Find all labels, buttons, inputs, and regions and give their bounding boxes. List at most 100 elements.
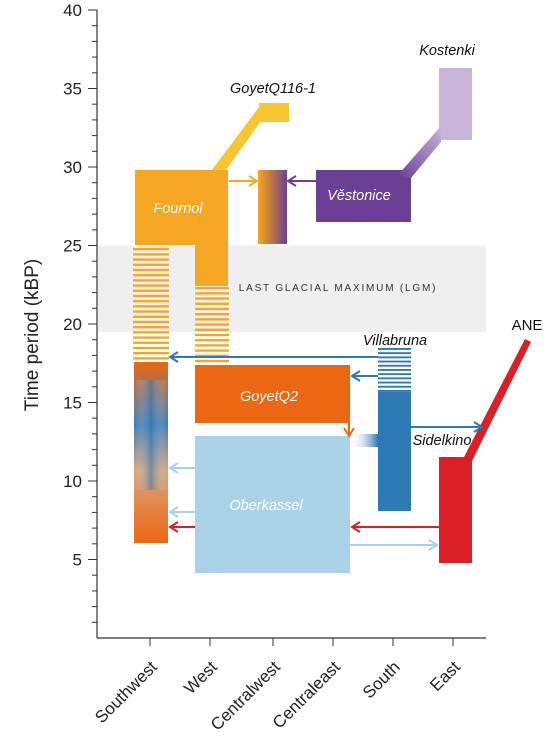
- stripe: [133, 336, 169, 339]
- kostenki-block: [439, 68, 472, 140]
- stripe: [133, 326, 169, 329]
- label-kostenki: Kostenki: [419, 43, 475, 59]
- stripe: [195, 302, 229, 305]
- stripe: [133, 331, 169, 334]
- stripe: [378, 356, 411, 359]
- vestonice-block: [316, 170, 411, 222]
- arrow-head: [343, 427, 355, 438]
- stripe: [195, 297, 229, 300]
- label-villabruna: Villabruna: [363, 333, 427, 349]
- population-shapes: [133, 68, 531, 573]
- stripe: [378, 348, 411, 350]
- y-tick-label: 10: [63, 472, 82, 491]
- arrow-oberkassel-to-southwest-2: [168, 506, 195, 518]
- stripe: [133, 341, 169, 344]
- lgm-label: LAST GLACIAL MAXIMUM (LGM): [239, 283, 438, 294]
- stripe: [195, 344, 229, 347]
- stripe: [195, 292, 229, 295]
- y-tick-label: 35: [63, 80, 82, 99]
- centralwest-admixed-block: [258, 170, 287, 244]
- southwest-stripes: [133, 248, 169, 360]
- transition-band: [350, 434, 378, 447]
- arrow-sidelkino-to-southwest: [168, 521, 195, 533]
- migration-arrows: [168, 175, 484, 551]
- west-stripes: [195, 287, 229, 363]
- kostenki-link: [398, 126, 441, 178]
- x-category-label: South: [359, 657, 404, 702]
- goyetq2-block: [195, 365, 350, 423]
- stripe: [133, 253, 169, 256]
- stripe: [195, 354, 229, 357]
- stripe: [133, 300, 169, 303]
- arrow-goyetq2-to-oberkassel: [343, 423, 355, 438]
- arrow-head: [168, 462, 179, 474]
- y-tick-label: 15: [63, 394, 82, 413]
- y-tick-label: 5: [73, 551, 82, 570]
- oberkassel-block: [195, 436, 350, 573]
- stripe: [133, 274, 169, 277]
- stripe: [195, 323, 229, 326]
- arrow-fournol-to-centralwest: [229, 175, 259, 187]
- stripe: [378, 360, 411, 363]
- stripe: [195, 318, 229, 321]
- stripe: [195, 328, 229, 331]
- stripe: [133, 305, 169, 308]
- stripe: [133, 294, 169, 298]
- stripe: [133, 263, 169, 266]
- stripe: [133, 315, 169, 318]
- stripe: [378, 364, 411, 367]
- stripe: [133, 352, 169, 355]
- x-category-label: Southwest: [91, 657, 161, 727]
- stripe: [133, 284, 169, 287]
- arrow-villabruna-to-goyetq2: [350, 370, 378, 382]
- stripe: [378, 385, 411, 388]
- label-goyetq2: GoyetQ2: [240, 389, 298, 405]
- arrow-head: [350, 521, 361, 533]
- stripe: [195, 359, 229, 363]
- stripe: [133, 248, 169, 251]
- x-category-label: West: [180, 657, 221, 698]
- y-tick-label: 20: [63, 315, 82, 334]
- arrow-head: [350, 370, 361, 382]
- y-tick-label: 40: [63, 1, 82, 20]
- fournol-block: [135, 170, 228, 286]
- arrow-oberkassel-to-east: [350, 539, 439, 551]
- stripe: [195, 339, 229, 342]
- stripe: [133, 289, 169, 292]
- label-oberkassel: Oberkassel: [229, 498, 303, 514]
- stripe: [195, 287, 229, 290]
- x-category-label: East: [426, 657, 464, 695]
- arrow-sidelkino-to-oberkassel: [350, 521, 439, 533]
- label-ane: ANE: [512, 317, 543, 334]
- label-fournol: Fournol: [153, 201, 203, 217]
- villabruna-stripes: [378, 348, 411, 392]
- arrow-villabruna-to-southwest: [168, 351, 378, 363]
- arrow-head: [168, 506, 179, 518]
- stripe: [195, 313, 229, 316]
- stripe: [195, 307, 229, 311]
- villabruna-block: [378, 392, 411, 511]
- arrow-head: [168, 521, 179, 533]
- stripe: [195, 349, 229, 352]
- arrow-vestonice-to-centralwest: [286, 175, 316, 187]
- goyetq116-link: [212, 103, 274, 170]
- stripe: [133, 320, 169, 324]
- stripe: [378, 352, 411, 355]
- label-sidelkino: Sidelkino: [413, 433, 472, 449]
- stripe: [378, 377, 411, 380]
- arrow-oberkassel-to-southwest-1: [168, 462, 195, 474]
- stripe: [378, 390, 411, 392]
- southwest-mixed-overlay: [134, 380, 168, 490]
- label-v-stonice: Věstonice: [327, 188, 391, 204]
- stripe: [133, 310, 169, 313]
- stripe: [133, 357, 169, 360]
- stripe: [378, 369, 411, 371]
- stripe: [195, 333, 229, 337]
- sidelkino-block: [439, 457, 472, 563]
- y-tick-label: 25: [63, 237, 82, 256]
- arrow-head: [286, 175, 297, 187]
- stripe: [133, 258, 169, 261]
- stripe: [378, 373, 411, 376]
- stripe: [133, 279, 169, 282]
